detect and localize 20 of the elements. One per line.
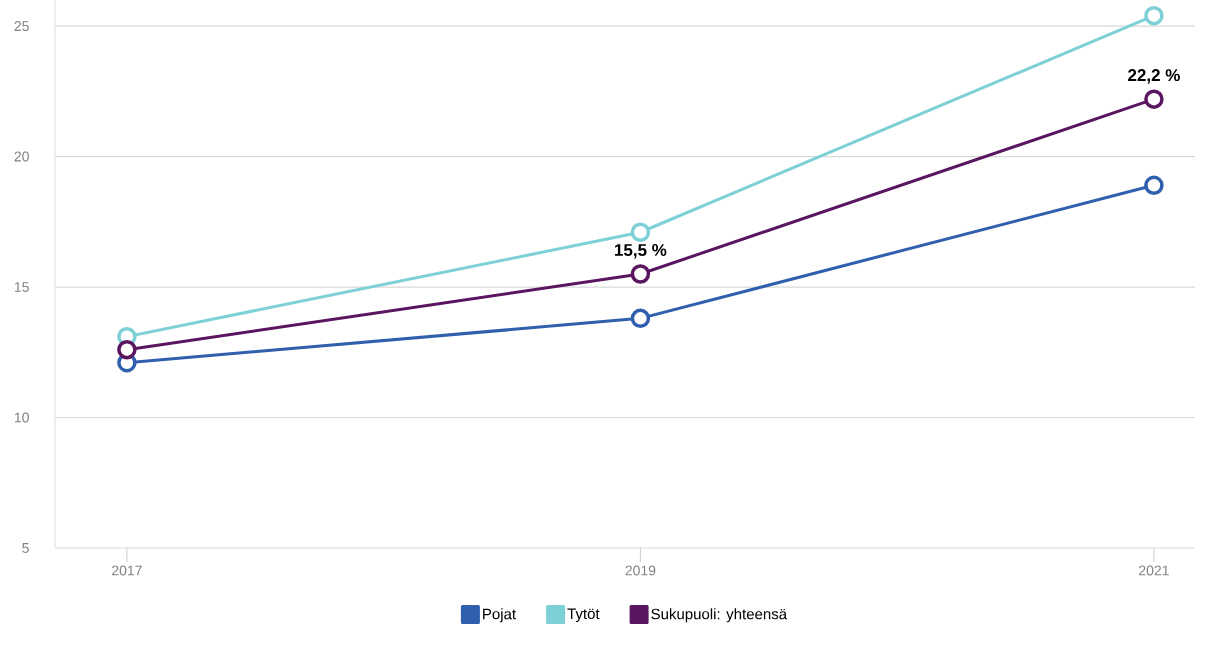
point (1144, 89, 1164, 109)
x-tick-label: 2021 (1139, 565, 1169, 576)
data-label: 15,5 % (615, 244, 667, 259)
point (1144, 175, 1164, 196)
point (630, 222, 651, 242)
y-tick-label: 25 (14, 21, 29, 32)
y-tick-label: 5 (22, 543, 29, 553)
y-tick-label: 20 (14, 151, 29, 162)
x-tick-label: 2017 (112, 565, 142, 576)
point (630, 264, 651, 284)
legend-label: Sukupuoli: yhteensä (651, 608, 788, 623)
data-label: 22,2 % (1128, 69, 1180, 84)
point (1144, 5, 1164, 26)
point (117, 339, 137, 360)
y-tick-label: 15 (14, 282, 29, 292)
x-tick-label: 2019 (625, 565, 656, 576)
legend-label: Pojat (483, 608, 516, 623)
y-tick-label: 10 (14, 412, 29, 423)
point (630, 308, 651, 329)
legend-label: Tytöt (567, 608, 600, 623)
